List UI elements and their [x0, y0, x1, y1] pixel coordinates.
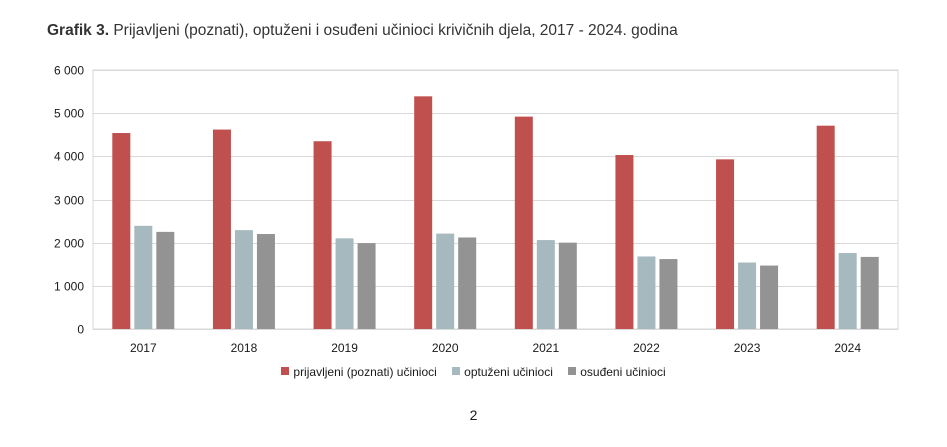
bar-accused [436, 233, 455, 329]
bar-convicted [860, 256, 879, 329]
page-number: 2 [469, 407, 478, 423]
bar-reported [414, 96, 433, 329]
bar-reported [112, 133, 131, 329]
y-tick-label: 1 000 [54, 280, 84, 294]
bar-accused [738, 262, 757, 329]
bar-accused [838, 253, 857, 329]
y-tick-label: 4 000 [54, 150, 84, 164]
bar-convicted [256, 234, 275, 329]
y-tick-label: 0 [77, 323, 84, 337]
legend-swatch-accused [452, 367, 461, 376]
legend-label-reported: prijavljeni (poznati) učinioci [293, 365, 437, 380]
bar-accused [536, 240, 555, 329]
legend-item-convicted: osuđeni učinioci [568, 364, 666, 380]
legend-item-reported: prijavljeni (poznati) učinioci [281, 364, 437, 380]
bar-convicted [156, 231, 175, 329]
legend-item-accused: optuženi učinioci [452, 364, 553, 379]
bar-convicted [558, 242, 577, 329]
bar-reported [313, 141, 332, 329]
bar-reported [716, 159, 735, 329]
y-tick-label: 5 000 [54, 107, 84, 121]
bar-reported [514, 116, 533, 330]
x-tick-label: 2023 [734, 341, 761, 355]
x-tick-label: 2019 [331, 341, 358, 355]
legend-label-accused: optuženi učinioci [464, 365, 553, 380]
x-tick-label: 2024 [834, 341, 861, 355]
chart-title-lead: Grafik 3. [47, 22, 110, 39]
x-tick-label: 2018 [231, 341, 258, 355]
bar-convicted [659, 259, 678, 329]
x-tick-label: 2020 [432, 341, 459, 355]
bar-accused [234, 230, 253, 329]
y-tick-label: 2 000 [54, 237, 84, 251]
legend-label-convicted: osuđeni učinioci [580, 365, 666, 380]
y-tick-label: 3 000 [54, 194, 84, 208]
bar-accused [637, 256, 656, 329]
x-tick-label: 2022 [633, 341, 660, 355]
legend-swatch-convicted [568, 367, 577, 376]
x-tick-label: 2021 [532, 341, 559, 355]
bar-convicted [458, 237, 477, 329]
bar-accused [335, 238, 354, 329]
bar-convicted [357, 243, 376, 329]
chart-legend: prijavljeni (poznati) učinioci optuženi … [0, 364, 947, 379]
chart-title: Grafik 3. Prijavljeni (poznati), optužen… [47, 22, 678, 40]
bar-reported [615, 155, 634, 329]
legend-swatch-reported [281, 367, 290, 376]
bar-convicted [760, 265, 779, 329]
y-tick-label: 6 000 [54, 64, 84, 78]
bar-reported [816, 125, 835, 329]
x-tick-label: 2017 [130, 341, 157, 355]
chart-title-text: Prijavljeni (poznati), optuženi i osuđen… [113, 22, 678, 39]
bar-reported [212, 129, 231, 329]
bar-accused [134, 225, 153, 329]
